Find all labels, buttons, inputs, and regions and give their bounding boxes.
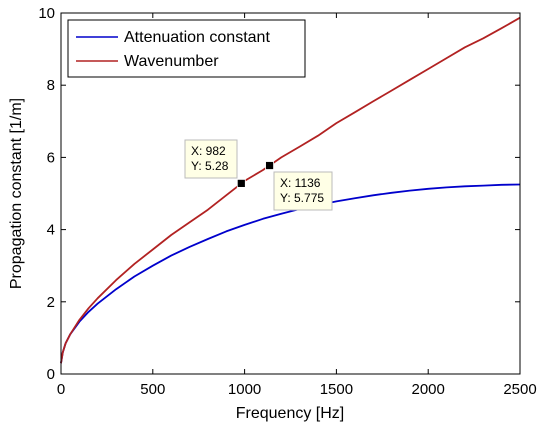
- x-tick-label: 0: [57, 381, 65, 398]
- datatips-layer: X: 982 Y: 5.28 X: 1136 Y: 5.775: [184, 139, 333, 211]
- datatip-2-x: X: 1136: [280, 176, 321, 190]
- x-tick-label: 1000: [228, 381, 261, 398]
- legend-label-wavenumber: Wavenumber: [124, 53, 219, 70]
- datatip-marker-1[interactable]: [236, 178, 246, 188]
- datatip-2-box: [273, 171, 333, 211]
- ticks-layer: 0 500 1000 1500 2000 2500 0 2 4 6 8 10: [38, 5, 536, 398]
- x-tick-label: 500: [140, 381, 165, 398]
- legend: Attenuation constant Wavenumber: [67, 19, 306, 78]
- y-tick-label: 10: [38, 5, 55, 22]
- y-tick-label: 4: [47, 222, 55, 239]
- datatip-1-y: Y: 5.28: [191, 159, 229, 173]
- y-tick-label: 2: [47, 294, 55, 311]
- x-tick-label: 2500: [503, 381, 536, 398]
- datatip-1-box: [184, 139, 238, 179]
- datatip-marker-2[interactable]: [265, 161, 274, 170]
- y-axis-label: Propagation constant [1/m]: [8, 98, 25, 289]
- x-tick-label: 1500: [320, 381, 353, 398]
- datatip-2-y: Y: 5.775: [280, 191, 324, 205]
- legend-box: [67, 19, 306, 78]
- wavenumber-line: [60, 16, 521, 364]
- x-axis-label: Frequency [Hz]: [236, 405, 344, 422]
- legend-label-attenuation: Attenuation constant: [124, 29, 270, 46]
- attenuation-constant-line: [60, 183, 521, 364]
- plot-border: [60, 12, 521, 375]
- y-tick-label: 6: [47, 149, 55, 166]
- datatip-2[interactable]: X: 1136 Y: 5.775: [273, 171, 333, 211]
- datatip-markers: [236, 161, 274, 188]
- y-tick-label: 8: [47, 77, 55, 94]
- y-tick-label: 0: [47, 366, 55, 383]
- datatip-1-x: X: 982: [191, 144, 226, 158]
- series-layer: [60, 16, 521, 364]
- x-tick-label: 2000: [412, 381, 445, 398]
- datatip-1[interactable]: X: 982 Y: 5.28: [184, 139, 238, 179]
